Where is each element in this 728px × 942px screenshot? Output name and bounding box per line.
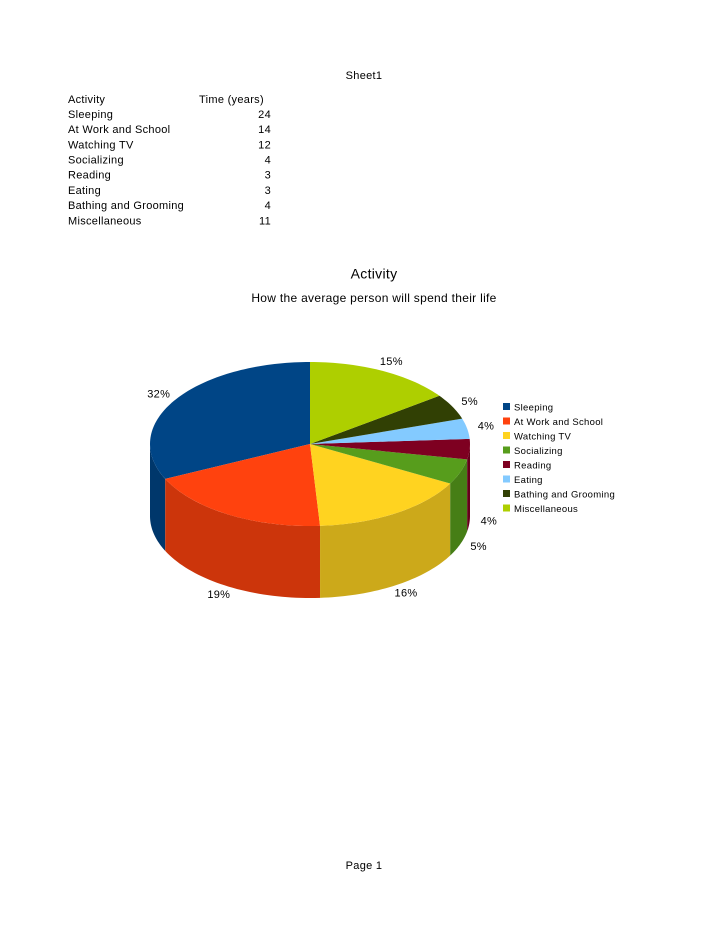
- legend-swatch: [503, 417, 510, 425]
- data-label: 15%: [380, 356, 403, 368]
- legend-swatch: [503, 490, 510, 497]
- legend-swatch: [503, 446, 510, 454]
- legend-label: Reading: [514, 461, 552, 472]
- pie-slice: [310, 444, 451, 526]
- slice-side: [467, 444, 470, 532]
- table-cell: Watching TV: [68, 139, 134, 151]
- legend-label: Socializing: [514, 446, 563, 457]
- table-cell: 3: [265, 185, 271, 197]
- legend-swatch: [503, 475, 510, 483]
- page-footer: Page 1: [346, 860, 383, 872]
- legend-swatch: [503, 504, 510, 512]
- legend-swatch: [503, 461, 510, 468]
- data-label: 4%: [481, 516, 498, 528]
- pie-slice: [150, 362, 310, 479]
- pie-slice: [310, 444, 468, 484]
- table-cell: 11: [259, 215, 271, 227]
- pie-slice: [310, 362, 440, 444]
- column-header: Activity: [68, 94, 105, 106]
- data-label: 4%: [478, 421, 495, 433]
- slice-side: [320, 483, 451, 598]
- pie-slice: [310, 395, 463, 444]
- slice-side: [150, 444, 166, 551]
- chart-title: Activity: [351, 266, 398, 282]
- table-cell: Bathing and Grooming: [68, 200, 184, 212]
- pie-slice: [310, 418, 470, 444]
- legend-label: Bathing and Grooming: [514, 490, 615, 501]
- table-cell: 12: [258, 139, 271, 151]
- data-label: 5%: [470, 541, 487, 553]
- data-label: 19%: [207, 589, 230, 601]
- slice-side: [450, 459, 468, 556]
- legend-label: Eating: [514, 475, 543, 486]
- data-label: 32%: [147, 389, 170, 401]
- column-header: Time (years): [199, 94, 264, 106]
- data-label: 16%: [395, 587, 418, 599]
- table-cell: 14: [258, 124, 271, 136]
- legend-label: Watching TV: [514, 432, 572, 443]
- chart-subtitle: How the average person will spend their …: [251, 291, 496, 305]
- table-cell: 24: [258, 109, 271, 121]
- table-cell: Reading: [68, 170, 111, 182]
- pie-slice: [310, 438, 470, 460]
- table-cell: Socializing: [68, 155, 124, 167]
- table-cell: Miscellaneous: [68, 215, 142, 227]
- sheet-header: Sheet1: [346, 70, 383, 82]
- legend-label: Sleeping: [514, 403, 553, 414]
- table-cell: Sleeping: [68, 109, 113, 121]
- table-cell: 4: [265, 155, 271, 167]
- table-cell: Eating: [68, 185, 101, 197]
- slice-side: [165, 478, 321, 598]
- table-cell: 3: [265, 170, 271, 182]
- pie-slice: [165, 444, 321, 526]
- legend-label: At Work and School: [514, 417, 603, 428]
- data-label: 5%: [461, 396, 478, 408]
- legend-swatch: [503, 403, 510, 410]
- table-cell: 4: [265, 200, 271, 212]
- table-cell: At Work and School: [68, 124, 170, 136]
- legend-label: Miscellaneous: [514, 504, 578, 515]
- legend-swatch: [503, 432, 510, 439]
